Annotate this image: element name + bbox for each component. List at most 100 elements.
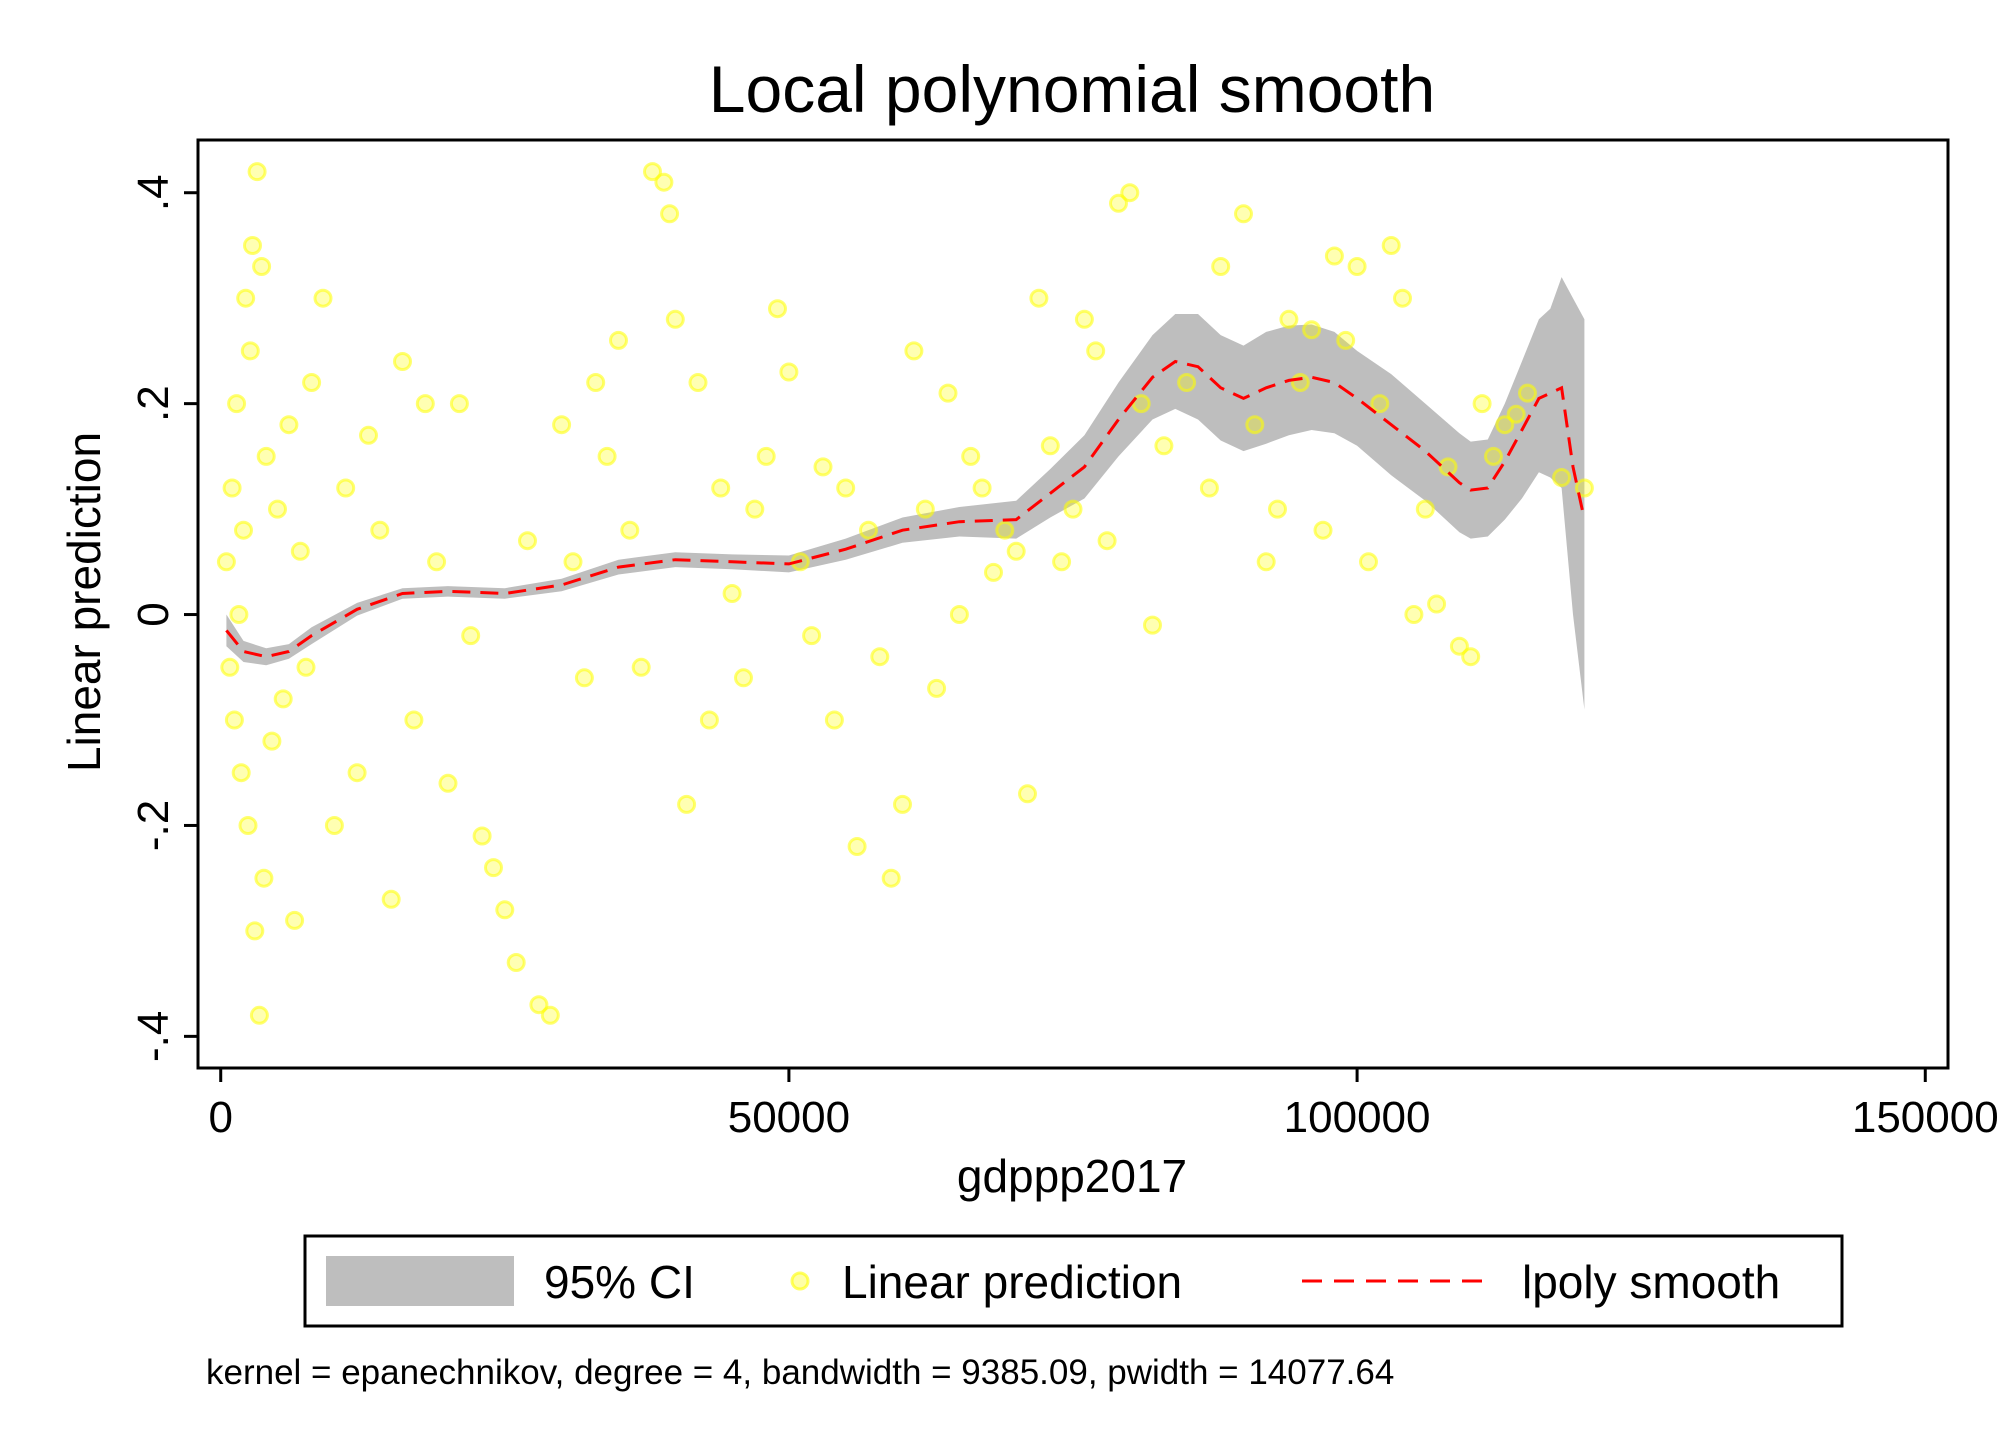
scatter-point: [216, 552, 236, 572]
scatter-point: [1347, 257, 1367, 276]
scatter-point: [249, 1005, 269, 1025]
scatter-point: [324, 816, 344, 835]
axes: 0 50000 100000 150000 -.4 -.2 0 .2 .4: [129, 174, 1999, 1142]
scatter-point: [1234, 204, 1253, 224]
lpoly-smooth-line: [225, 359, 1586, 659]
scatter-point: [1574, 478, 1594, 498]
scatter-point: [1449, 636, 1469, 656]
scatter-point: [1381, 236, 1401, 255]
x-axis-label: gdppp2017: [957, 1150, 1187, 1202]
scatter-point: [1359, 552, 1378, 572]
scatter-point: [427, 552, 447, 572]
scatter-point: [1029, 288, 1049, 308]
scatter-point: [586, 373, 606, 392]
scatter-point: [1415, 499, 1435, 519]
scatter-point: [529, 995, 549, 1015]
chart-note: kernel = epanechnikov, degree = 4, bandw…: [206, 1353, 1394, 1392]
legend-frame: [303, 1234, 1844, 1328]
scatter-point: [597, 446, 617, 466]
scatter-point: [824, 710, 844, 730]
scatter-point: [518, 531, 537, 551]
scatter-point: [279, 415, 299, 435]
scatter-point: [347, 763, 367, 783]
scatter-point: [243, 236, 262, 255]
scatter-point: [665, 309, 685, 329]
scatter-point: [220, 657, 240, 677]
scatter-point: [688, 373, 708, 392]
y-tick-label: .2: [129, 385, 178, 422]
scatter-point: [779, 362, 799, 382]
scatter-point: [643, 162, 662, 182]
scatter-point: [756, 446, 776, 466]
scatter-point: [247, 162, 267, 182]
legend-label-ci: 95% CI: [544, 1256, 695, 1308]
scatter-point: [234, 520, 253, 540]
scatter-point: [745, 499, 765, 519]
scatter-point: [1472, 394, 1492, 414]
scatter-point: [449, 394, 469, 414]
scatter-point: [631, 657, 651, 677]
scatter-point: [574, 668, 594, 688]
scatter-point: [1461, 647, 1481, 667]
scatter-point: [1268, 499, 1287, 519]
scatter-point: [699, 710, 719, 730]
scatter-point: [1438, 457, 1458, 477]
scatter-point: [813, 457, 833, 477]
scatter-point: [660, 204, 680, 224]
x-tick-label: 0: [208, 1093, 232, 1142]
scatter-point: [252, 257, 272, 276]
scatter-point: [563, 552, 583, 572]
legend-label-smooth: lpoly smooth: [1522, 1256, 1780, 1308]
scatter-point: [1404, 605, 1424, 624]
y-axis-label: Linear prediction: [58, 432, 110, 772]
scatter-point: [238, 816, 258, 835]
scatter-point: [438, 773, 458, 793]
scatter-point: [1086, 341, 1106, 361]
scatter-point: [847, 837, 867, 856]
scatter-point: [620, 520, 640, 540]
scatter-point: [1052, 552, 1072, 572]
scatter-point: [231, 763, 251, 783]
scatter-point: [313, 288, 333, 308]
scatter-point: [1370, 394, 1390, 414]
x-tick-label: 100000: [1284, 1093, 1431, 1142]
scatter-point: [984, 562, 1003, 582]
y-tick-label: 0: [129, 602, 178, 626]
scatter-point: [1393, 288, 1412, 308]
scatter-point: [236, 288, 256, 308]
scatter-point: [273, 689, 293, 709]
scatter-point: [1006, 541, 1026, 561]
scatter-point: [1143, 615, 1162, 635]
scatter-point: [1040, 436, 1060, 456]
scatter-point: [859, 520, 878, 540]
scatter-point: [915, 499, 935, 519]
scatter-point: [1211, 257, 1231, 276]
scatter-point: [285, 910, 305, 930]
scatter-point: [404, 710, 424, 730]
scatter-point: [1336, 330, 1356, 350]
scatter-point: [1324, 246, 1344, 266]
scatter-point: [1256, 552, 1276, 572]
scatter-point: [711, 478, 731, 498]
scatter-point: [1495, 415, 1515, 435]
y-tick-label: .4: [129, 174, 178, 211]
scatter-point: [1109, 193, 1128, 213]
scatter-point: [1427, 594, 1447, 614]
scatter-point: [949, 605, 969, 624]
plot-frame: [196, 138, 1950, 1070]
scatter-point: [495, 900, 515, 920]
scatter-point: [1074, 309, 1094, 329]
scatter-point: [961, 446, 981, 466]
scatter-point: [1177, 373, 1197, 392]
scatter-point: [938, 383, 958, 403]
scatter-point: [1120, 183, 1140, 203]
scatter-point: [227, 394, 247, 414]
scatter-point: [256, 446, 276, 466]
scatter-point: [415, 394, 435, 414]
scatter-point: [268, 499, 287, 519]
scatter-point: [381, 889, 401, 909]
scatter-point: [370, 520, 390, 540]
ci-band: [226, 277, 1585, 710]
scatter-point: [1302, 320, 1322, 340]
